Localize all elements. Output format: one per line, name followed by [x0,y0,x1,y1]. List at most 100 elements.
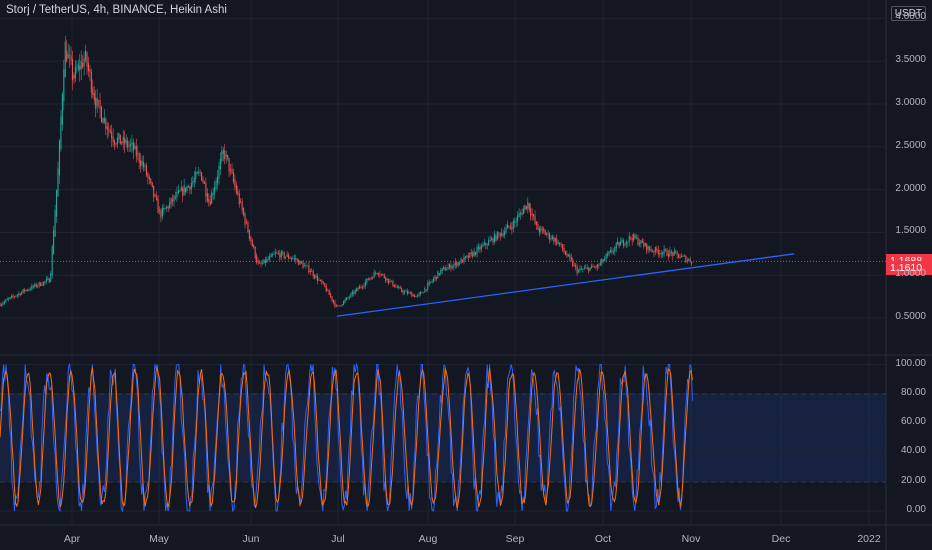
candle-body [61,93,63,125]
candle-body [672,252,674,257]
candle-body [589,267,591,271]
candle-body [527,201,529,209]
candle-body [248,229,250,239]
candle-body [353,292,355,294]
candle-body [404,291,406,293]
candle-body [216,176,219,183]
candle-body [496,231,498,240]
candle-body [145,165,147,176]
candle-body [225,154,227,157]
candle-body [392,280,394,287]
x-tick-label: Jun [242,533,260,545]
candle-body [50,273,52,282]
candle-body [456,262,458,267]
candle-body [367,279,369,281]
candle-body [173,195,175,202]
candle-body [215,180,217,189]
stoch-y-tick-label: 80.00 [900,386,926,398]
candle-body [593,266,596,268]
candle-body [251,240,253,247]
candle-body [518,213,520,217]
candle-body [354,290,356,294]
candle-body [624,244,626,246]
candle-body [531,213,533,215]
candle-body [492,238,494,243]
candle-body [557,242,559,244]
candle-body [627,241,629,243]
candle-body [45,278,47,282]
candle-body [388,278,390,283]
candle-body [650,249,652,252]
candle-body [670,251,672,253]
candle-body [5,299,7,302]
candle-body [48,278,50,283]
candle-body [472,252,474,257]
candle-body [2,303,4,305]
candle-body [54,210,56,237]
candle-body [633,233,635,241]
candle-body [302,262,304,268]
candle-body [438,273,440,275]
candle-body [466,255,468,257]
currency-button[interactable]: USDT [890,6,926,21]
x-tick-label: 2022 [857,533,881,545]
candle-body [328,290,330,295]
candle-body [22,289,24,293]
candle-body [592,266,594,267]
candle-body [688,259,690,261]
candle-body [509,226,511,228]
candle-body [56,189,58,217]
candle-body [106,126,108,130]
candle-body [179,190,181,192]
candle-body [327,290,329,291]
candle-body [95,98,97,109]
candle-body [350,293,352,298]
candle-body [280,251,282,258]
candle-body [74,66,76,79]
candle-body [628,235,630,242]
candle-body [551,236,553,240]
candle-body [537,224,539,230]
candle-body [99,100,101,110]
candle-body [253,244,255,248]
candle-body [319,280,321,281]
candle-body [390,280,393,282]
candle-body [31,285,33,290]
candle-body [112,136,114,143]
candle-body [122,136,124,144]
candle-body [511,227,513,230]
candle-body [138,153,140,163]
candle-body [491,237,493,241]
candle-body [312,271,314,277]
candle-body [485,242,487,246]
candle-body [166,206,168,209]
candle-body [373,271,375,278]
candle-body [108,128,110,130]
candle-body [667,254,669,257]
candle-body [137,153,139,155]
candle-body [58,140,60,176]
candle-body [678,253,680,259]
candle-body [620,241,622,246]
candle-body [546,233,548,235]
candle-body [402,290,404,294]
candle-body [360,286,362,288]
candle-body [57,168,59,197]
stoch-y-tick-label: 100.00 [895,357,926,369]
candle-body [157,198,159,214]
candle-body [32,286,34,288]
candle-body [631,238,633,241]
candle-body [259,262,261,264]
candle-body [86,52,88,67]
candle-body [534,215,536,224]
candle-body [77,64,79,70]
y-tick-label: 2.0000 [895,182,926,194]
candle-body [514,221,516,224]
candle-body [666,249,668,256]
candle-body [192,180,194,185]
candle-body [219,158,221,170]
candle-body [425,289,427,291]
candle-body [147,173,149,179]
candle-body [376,273,378,274]
